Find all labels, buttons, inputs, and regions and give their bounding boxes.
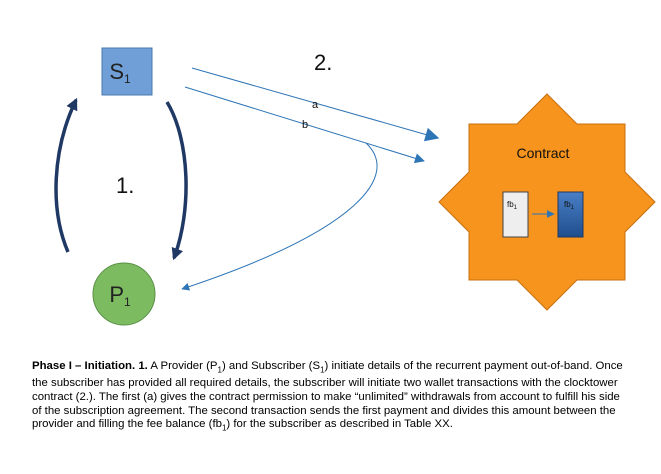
- provider-label: P: [109, 282, 124, 307]
- fee-right-sub: 1: [571, 205, 575, 211]
- arrow-a-label: a: [312, 99, 319, 111]
- svg-text:P1: P1: [109, 282, 131, 309]
- caption-sub-2: 1: [320, 365, 325, 375]
- step2-label: 2.: [314, 50, 332, 75]
- contract-label: Contract: [517, 145, 570, 161]
- fee-box-right: fb1: [557, 191, 584, 238]
- fee-left-label: fb: [507, 200, 514, 209]
- svg-text:fb1: fb1: [507, 200, 518, 211]
- diagram: S1 P1 1. 2. a b Contract fb1 fb1: [54, 47, 656, 326]
- svg-text:fb1: fb1: [564, 200, 575, 211]
- arrow-b: [184, 86, 425, 164]
- caption-text-1: A Provider (P: [147, 360, 218, 372]
- figure-caption: Phase I – Initiation. 1. A Provider (P1)…: [32, 360, 632, 436]
- svg-text:S1: S1: [109, 59, 131, 86]
- caption-sub-3: 1: [221, 423, 227, 433]
- arrow-b-label: b: [302, 119, 308, 131]
- provider-sub: 1: [124, 295, 131, 309]
- caption-text-4: ) for the subscriber as described in Tab…: [226, 418, 453, 431]
- caption-sub-1: 1: [217, 365, 222, 375]
- fee-right-label: fb: [564, 200, 571, 209]
- contract-node: Contract: [438, 93, 656, 311]
- subscriber-sub: 1: [124, 72, 131, 86]
- fee-box-left: fb1: [502, 191, 529, 238]
- caption-text-3: ) initiate details of the recurrent paym…: [32, 360, 623, 431]
- step1-arrow-down: [165, 101, 188, 261]
- subscriber-node: S1: [101, 47, 153, 96]
- step1-arrow-up: [54, 97, 78, 253]
- subscriber-label: S: [109, 59, 124, 84]
- provider-node: P1: [92, 262, 156, 326]
- caption-bold: Phase I – Initiation. 1.: [32, 360, 148, 372]
- return-arrow: [181, 142, 378, 291]
- arrow-a: [191, 67, 440, 142]
- fee-left-sub: 1: [514, 205, 518, 211]
- step1-label: 1.: [116, 173, 134, 198]
- caption-text-2: ) and Subscriber (S: [221, 360, 321, 372]
